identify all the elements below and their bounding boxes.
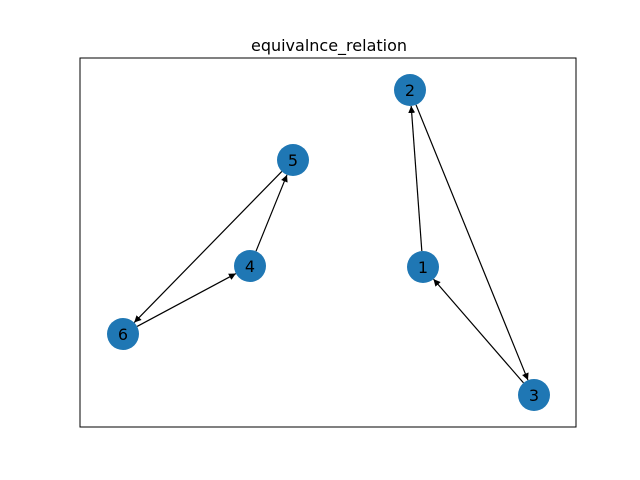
node-4: 4: [234, 250, 266, 282]
node-circle-3: [518, 379, 550, 411]
figure-title: equivalnce_relation: [251, 36, 407, 56]
node-circle-1: [407, 251, 439, 283]
edge-6-to-4: [136, 273, 237, 327]
node-label-1: 1: [418, 258, 428, 277]
node-label-3: 3: [529, 386, 539, 405]
edges-layer: [133, 104, 529, 384]
node-label-6: 6: [118, 325, 128, 344]
node-label-5: 5: [288, 151, 298, 170]
node-label-4: 4: [245, 257, 255, 276]
plot-frame: [79, 57, 577, 428]
node-1: 1: [407, 251, 439, 283]
node-3: 3: [518, 379, 550, 411]
node-circle-5: [277, 144, 309, 176]
node-2: 2: [394, 74, 426, 106]
node-label-2: 2: [405, 81, 415, 100]
nodes-layer: 1 2 3 4 5 6: [107, 74, 550, 411]
node-circle-6: [107, 318, 139, 350]
edge-2-to-3: [415, 104, 529, 381]
edge-5-to-6: [133, 171, 283, 323]
edge-1-to-2: [408, 105, 423, 252]
node-circle-4: [234, 250, 266, 282]
edge-4-to-5: [255, 174, 288, 252]
node-5: 5: [277, 144, 309, 176]
node-6: 6: [107, 318, 139, 350]
edge-3-to-1: [433, 278, 524, 384]
node-circle-2: [394, 74, 426, 106]
